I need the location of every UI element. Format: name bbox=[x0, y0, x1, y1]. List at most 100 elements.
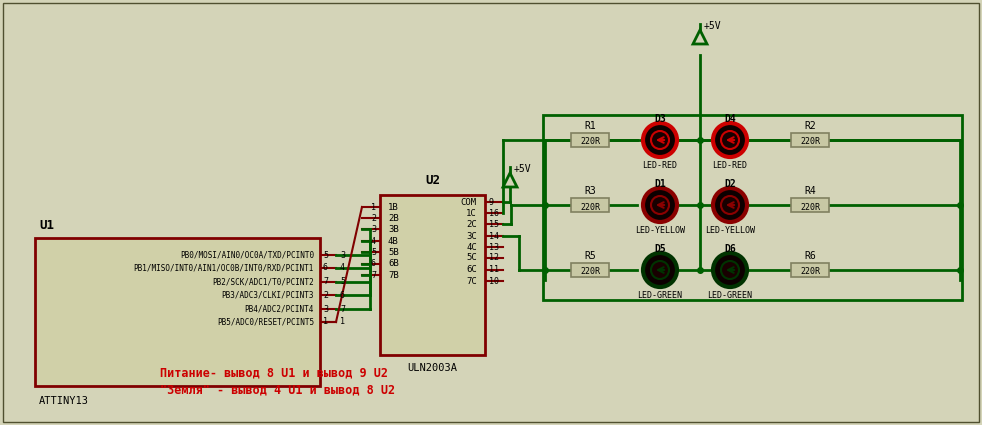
Text: 2: 2 bbox=[371, 213, 376, 223]
Text: U1: U1 bbox=[39, 219, 54, 232]
Text: R2: R2 bbox=[804, 121, 816, 131]
Text: 1C: 1C bbox=[466, 209, 477, 218]
Text: LED-GREEN: LED-GREEN bbox=[707, 291, 752, 300]
Text: 1: 1 bbox=[340, 317, 345, 326]
Text: "Земля" - вывод 4 U1 и вывод 8 U2: "Земля" - вывод 4 U1 и вывод 8 U2 bbox=[160, 383, 395, 397]
Text: 4: 4 bbox=[340, 264, 345, 272]
Text: 5: 5 bbox=[323, 250, 328, 260]
Text: PB4/ADC2/PCINT4: PB4/ADC2/PCINT4 bbox=[245, 304, 314, 314]
Text: 5: 5 bbox=[340, 278, 345, 286]
Text: 3: 3 bbox=[323, 304, 328, 314]
Text: 3: 3 bbox=[371, 224, 376, 233]
Bar bbox=[791, 133, 829, 147]
Circle shape bbox=[643, 123, 677, 157]
Circle shape bbox=[651, 261, 669, 279]
Text: 220R: 220R bbox=[580, 138, 600, 147]
Text: 16: 16 bbox=[489, 209, 499, 218]
Text: 12: 12 bbox=[489, 253, 499, 263]
Text: 5C: 5C bbox=[466, 253, 477, 263]
Text: 3C: 3C bbox=[466, 232, 477, 241]
Text: 1: 1 bbox=[323, 317, 328, 326]
Text: D3: D3 bbox=[654, 114, 666, 124]
Text: PB2/SCK/ADC1/T0/PCINT2: PB2/SCK/ADC1/T0/PCINT2 bbox=[212, 278, 314, 286]
Bar bbox=[791, 198, 829, 212]
Text: D1: D1 bbox=[654, 179, 666, 189]
Text: LED-YELLOW: LED-YELLOW bbox=[635, 226, 685, 235]
Text: 7B: 7B bbox=[388, 270, 399, 280]
Text: 14: 14 bbox=[489, 232, 499, 241]
Bar bbox=[571, 263, 609, 277]
Text: 10: 10 bbox=[489, 277, 499, 286]
Text: 4C: 4C bbox=[466, 243, 477, 252]
Text: +5V: +5V bbox=[514, 164, 531, 174]
Text: 7: 7 bbox=[323, 278, 328, 286]
Text: LED-RED: LED-RED bbox=[713, 161, 747, 170]
Text: 9: 9 bbox=[489, 198, 494, 207]
Text: 7: 7 bbox=[371, 270, 376, 280]
Text: 4B: 4B bbox=[388, 236, 399, 246]
Circle shape bbox=[713, 253, 747, 287]
Text: 1: 1 bbox=[371, 202, 376, 212]
Circle shape bbox=[721, 196, 739, 214]
Text: D6: D6 bbox=[724, 244, 736, 254]
Text: 6: 6 bbox=[323, 264, 328, 272]
Bar bbox=[791, 263, 829, 277]
Text: D2: D2 bbox=[724, 179, 736, 189]
Circle shape bbox=[643, 188, 677, 222]
Circle shape bbox=[713, 123, 747, 157]
Text: PB5/ADC0/RESET/PCINT5: PB5/ADC0/RESET/PCINT5 bbox=[217, 317, 314, 326]
Circle shape bbox=[651, 196, 669, 214]
Text: R6: R6 bbox=[804, 251, 816, 261]
Text: 2B: 2B bbox=[388, 213, 399, 223]
Bar bbox=[571, 198, 609, 212]
Bar bbox=[380, 195, 485, 355]
Text: 220R: 220R bbox=[580, 267, 600, 277]
Text: 6C: 6C bbox=[466, 266, 477, 275]
Text: PB3/ADC3/CLKI/PCINT3: PB3/ADC3/CLKI/PCINT3 bbox=[222, 291, 314, 300]
Text: 6: 6 bbox=[371, 260, 376, 269]
Circle shape bbox=[643, 253, 677, 287]
Text: 6: 6 bbox=[340, 291, 345, 300]
Circle shape bbox=[721, 261, 739, 279]
Text: ULN2003A: ULN2003A bbox=[408, 363, 458, 373]
Text: 7C: 7C bbox=[466, 277, 477, 286]
Text: 2: 2 bbox=[323, 291, 328, 300]
Text: 13: 13 bbox=[489, 243, 499, 252]
Text: LED-YELLOW: LED-YELLOW bbox=[705, 226, 755, 235]
Text: 2C: 2C bbox=[466, 219, 477, 229]
Text: Питание- вывод 8 U1 и вывод 9 U2: Питание- вывод 8 U1 и вывод 9 U2 bbox=[160, 366, 388, 380]
Text: R5: R5 bbox=[584, 251, 596, 261]
Text: D5: D5 bbox=[654, 244, 666, 254]
Text: 4: 4 bbox=[371, 236, 376, 246]
Text: ATTINY13: ATTINY13 bbox=[39, 396, 89, 406]
Text: 6B: 6B bbox=[388, 260, 399, 269]
Circle shape bbox=[721, 131, 739, 149]
Bar bbox=[35, 238, 320, 386]
Circle shape bbox=[651, 131, 669, 149]
Text: 5: 5 bbox=[371, 247, 376, 257]
Text: COM: COM bbox=[461, 198, 477, 207]
Text: 220R: 220R bbox=[800, 138, 820, 147]
Text: D4: D4 bbox=[724, 114, 736, 124]
Text: R4: R4 bbox=[804, 186, 816, 196]
Text: LED-RED: LED-RED bbox=[642, 161, 678, 170]
Text: 1B: 1B bbox=[388, 202, 399, 212]
Text: 3: 3 bbox=[340, 250, 345, 260]
Text: 220R: 220R bbox=[580, 202, 600, 212]
Text: PB0/MOSI/AIN0/OC0A/TXD/PCINT0: PB0/MOSI/AIN0/OC0A/TXD/PCINT0 bbox=[180, 250, 314, 260]
Text: PB1/MISO/INT0/AIN1/OC0B/INT0/RXD/PCINT1: PB1/MISO/INT0/AIN1/OC0B/INT0/RXD/PCINT1 bbox=[134, 264, 314, 272]
Bar bbox=[571, 133, 609, 147]
Bar bbox=[543, 115, 962, 300]
Text: 15: 15 bbox=[489, 219, 499, 229]
Circle shape bbox=[713, 188, 747, 222]
Text: LED-GREEN: LED-GREEN bbox=[637, 291, 682, 300]
Text: U2: U2 bbox=[425, 174, 440, 187]
Text: 220R: 220R bbox=[800, 267, 820, 277]
Text: 11: 11 bbox=[489, 266, 499, 275]
Text: 3B: 3B bbox=[388, 224, 399, 233]
Text: 5B: 5B bbox=[388, 247, 399, 257]
Text: R1: R1 bbox=[584, 121, 596, 131]
Text: 7: 7 bbox=[340, 304, 345, 314]
Text: R3: R3 bbox=[584, 186, 596, 196]
Text: 220R: 220R bbox=[800, 202, 820, 212]
